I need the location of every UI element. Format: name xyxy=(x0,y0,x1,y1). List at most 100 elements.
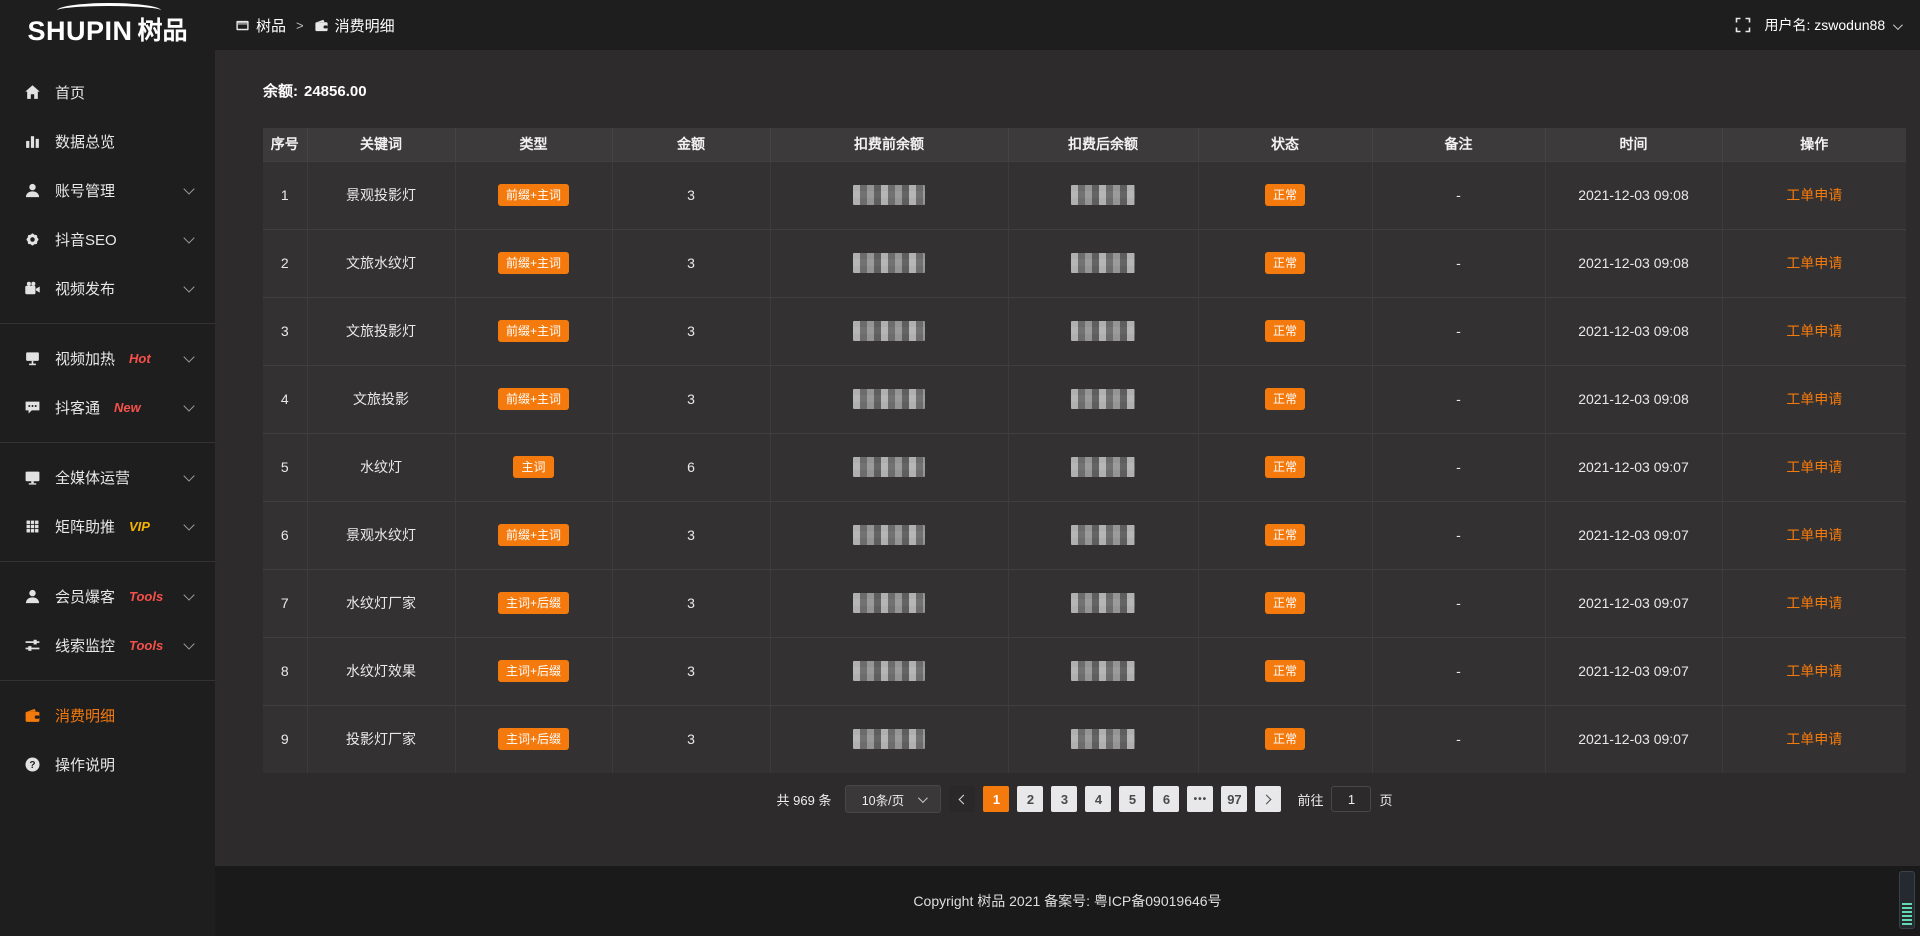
table-row: 2 文旅水纹灯 前缀+主词 3 正常 - 2021-12-03 09:08 工单… xyxy=(263,228,1906,297)
page-button-5[interactable]: 5 xyxy=(1119,786,1146,812)
pagination: 共 969 条 10条/页 1 2 3 4 5 6 ••• 97 前往 页 xyxy=(263,785,1906,813)
type-badge: 主词+后缀 xyxy=(497,728,569,751)
cell-remark: - xyxy=(1372,500,1546,569)
col-action: 操作 xyxy=(1722,128,1906,161)
cell-amount: 3 xyxy=(612,364,771,433)
page-button-1[interactable]: 1 xyxy=(983,786,1010,812)
sidebar-item-matrix-boost[interactable]: 矩阵助推 VIP xyxy=(0,502,215,551)
chevron-down-icon xyxy=(183,183,195,195)
next-page-button[interactable] xyxy=(1255,786,1282,812)
cell-keyword: 景观投影灯 xyxy=(307,160,456,229)
chevron-down-icon xyxy=(918,792,928,803)
app-logo[interactable]: SHUPIN 树品 xyxy=(0,0,215,50)
sidebar-item-consumption-detail[interactable]: 消费明细 xyxy=(0,691,215,740)
sidebar-item-account-management[interactable]: 账号管理 xyxy=(0,166,215,215)
sidebar-item-member-burst[interactable]: 会员爆客 Tools xyxy=(0,572,215,621)
work-order-link[interactable]: 工单申请 xyxy=(1786,255,1843,271)
col-balance-after: 扣费后余额 xyxy=(1008,128,1199,161)
breadcrumb-current[interactable]: 消费明细 xyxy=(314,15,395,36)
col-amount: 金额 xyxy=(612,128,771,161)
cell-remark: - xyxy=(1372,160,1546,229)
cell-index: 4 xyxy=(263,364,308,433)
chevron-down-icon xyxy=(1892,20,1903,31)
bar-chart-icon xyxy=(24,133,41,150)
cell-time: 2021-12-03 09:07 xyxy=(1545,704,1723,773)
blurred-balance-before xyxy=(853,661,925,681)
type-badge: 前缀+主词 xyxy=(497,388,569,410)
total-count: 共 969 条 xyxy=(776,792,832,808)
table-row: 6 景观水纹灯 前缀+主词 3 正常 - 2021-12-03 09:07 工单… xyxy=(263,500,1906,569)
sidebar-item-video-publish[interactable]: 视频发布 xyxy=(0,264,215,313)
user-menu[interactable]: 用户名: zswodun88 xyxy=(1765,15,1903,35)
blurred-balance-after xyxy=(1071,185,1135,205)
sidebar-item-all-media[interactable]: 全媒体运营 xyxy=(0,453,215,502)
cell-remark: - xyxy=(1372,704,1546,773)
copyright-text: Copyright 树品 2021 备案号: 粤ICP备09019646号 xyxy=(913,893,1222,909)
col-index: 序号 xyxy=(263,128,308,161)
col-type: 类型 xyxy=(455,128,613,161)
work-order-link[interactable]: 工单申请 xyxy=(1786,595,1843,611)
blurred-balance-before xyxy=(853,525,925,545)
chevron-down-icon xyxy=(183,351,195,363)
help-icon: ? xyxy=(24,756,41,773)
logo-text-cn: 树品 xyxy=(137,17,188,45)
page-button-6[interactable]: 6 xyxy=(1153,786,1180,812)
widget-stripes-icon xyxy=(1902,901,1912,925)
sidebar-item-data-overview[interactable]: 数据总览 xyxy=(0,117,215,166)
col-keyword: 关键词 xyxy=(307,128,456,161)
type-badge: 前缀+主词 xyxy=(497,252,569,274)
cell-keyword: 文旅水纹灯 xyxy=(307,228,456,297)
prev-page-button[interactable] xyxy=(949,786,976,812)
breadcrumb-home[interactable]: 树品 xyxy=(235,15,286,36)
sidebar-item-label: 消费明细 xyxy=(55,708,116,725)
fullscreen-icon[interactable] xyxy=(1735,17,1751,33)
work-order-link[interactable]: 工单申请 xyxy=(1786,459,1843,475)
svg-text:?: ? xyxy=(29,760,35,771)
cell-amount: 3 xyxy=(612,500,771,569)
sidebar-item-doukatong[interactable]: 抖客通 New xyxy=(0,383,215,432)
col-status: 状态 xyxy=(1198,128,1373,161)
sidebar-item-lead-monitor[interactable]: 线索监控 Tools xyxy=(0,621,215,670)
table-row: 9 投影灯厂家 主词+后缀 3 正常 - 2021-12-03 09:07 工单… xyxy=(263,704,1906,773)
work-order-link[interactable]: 工单申请 xyxy=(1786,731,1843,748)
sidebar-item-instructions[interactable]: ? 操作说明 xyxy=(0,740,215,789)
footer: Copyright 树品 2021 备案号: 粤ICP备09019646号 xyxy=(215,866,1920,936)
work-order-link[interactable]: 工单申请 xyxy=(1786,391,1843,407)
sidebar-item-douyin-seo[interactable]: 抖音SEO xyxy=(0,215,215,264)
page-button-4[interactable]: 4 xyxy=(1085,786,1112,812)
chevron-right-icon xyxy=(1261,794,1272,804)
page-button-97[interactable]: 97 xyxy=(1221,786,1248,812)
table-row: 4 文旅投影 前缀+主词 3 正常 - 2021-12-03 09:08 工单申… xyxy=(263,364,1906,433)
page-button-3[interactable]: 3 xyxy=(1051,786,1078,812)
video-camera-icon xyxy=(24,280,41,297)
cell-index: 8 xyxy=(263,636,308,705)
logo-arc-icon xyxy=(57,3,161,18)
cell-amount: 3 xyxy=(612,160,771,229)
sidebar-item-home[interactable]: 首页 xyxy=(0,68,215,117)
page-button-2[interactable]: 2 xyxy=(1017,786,1044,812)
sidebar-item-label: 操作说明 xyxy=(55,757,116,774)
cell-time: 2021-12-03 09:08 xyxy=(1545,296,1723,365)
cell-keyword: 文旅投影灯 xyxy=(307,296,456,365)
sidebar-item-video-heat[interactable]: 视频加热 Hot xyxy=(0,334,215,383)
page-size-select[interactable]: 10条/页 xyxy=(845,785,942,813)
sidebar-item-label: 线索监控 xyxy=(55,638,116,655)
cell-index: 9 xyxy=(263,704,308,773)
work-order-link[interactable]: 工单申请 xyxy=(1786,323,1843,339)
work-order-link[interactable]: 工单申请 xyxy=(1786,527,1843,543)
sidebar-item-label: 视频发布 xyxy=(55,281,116,298)
logo-text-en: SHUPIN xyxy=(27,16,133,46)
goto-page-input[interactable] xyxy=(1331,786,1372,812)
col-remark: 备注 xyxy=(1372,128,1546,161)
breadcrumb-label: 树品 xyxy=(256,17,287,35)
main-content: 余额: 24856.00 序号 关键词 类型 金额 扣费前余额 扣费后余额 状态 … xyxy=(215,50,1920,866)
cell-keyword: 投影灯厂家 xyxy=(307,704,456,773)
page-ellipsis-button[interactable]: ••• xyxy=(1187,786,1214,812)
work-order-link[interactable]: 工单申请 xyxy=(1786,663,1843,679)
cell-index: 2 xyxy=(263,228,308,297)
status-badge: 正常 xyxy=(1264,320,1305,342)
floating-widget[interactable] xyxy=(1899,871,1915,929)
cell-index: 6 xyxy=(263,500,308,569)
blurred-balance-after xyxy=(1071,253,1135,273)
work-order-link[interactable]: 工单申请 xyxy=(1786,187,1843,203)
